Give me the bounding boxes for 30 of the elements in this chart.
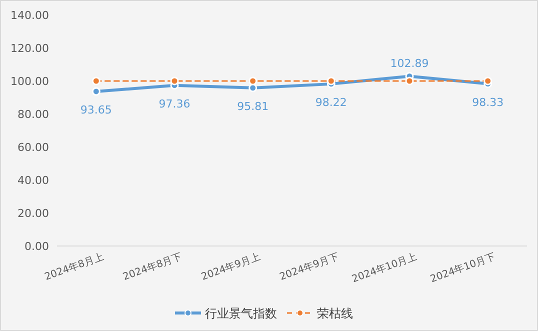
point: [92, 76, 100, 86]
y-tick-label: 20.00: [18, 207, 49, 220]
point: [405, 76, 414, 86]
y-tick-label: 140.00: [10, 9, 49, 22]
y-tick-label: 0.00: [24, 240, 49, 253]
x-tick-label: 2024年8月下: [121, 250, 184, 283]
x-tick-label: 2024年9月下: [278, 250, 340, 283]
point: [484, 76, 492, 86]
data-label: 98.33: [472, 96, 504, 109]
x-tick-label: 2024年8月上: [43, 250, 106, 283]
y-tick-label: 60.00: [18, 141, 49, 154]
x-tick-label: 2024年10月下: [428, 250, 497, 286]
data-label: 98.22: [315, 96, 347, 109]
y-tick-label: 100.00: [10, 75, 49, 88]
data-label: 97.36: [158, 97, 190, 110]
point: [248, 76, 258, 86]
point: [170, 76, 179, 86]
data-label: 95.81: [237, 100, 269, 113]
x-tick-label: 2024年10月上: [350, 250, 419, 286]
y-tick-label: 80.00: [18, 108, 49, 121]
point: [92, 87, 100, 96]
y-tick-label: 40.00: [18, 174, 49, 187]
data-label: 93.65: [80, 103, 112, 116]
data-label: 102.89: [390, 57, 429, 70]
x-tick-label: 2024年9月上: [200, 250, 262, 283]
point: [326, 76, 336, 86]
legend-label: 行业景气指数: [205, 306, 277, 320]
point: [248, 84, 258, 92]
y-tick-label: 120.00: [10, 42, 49, 55]
legend-label: 荣枯线: [317, 306, 353, 320]
